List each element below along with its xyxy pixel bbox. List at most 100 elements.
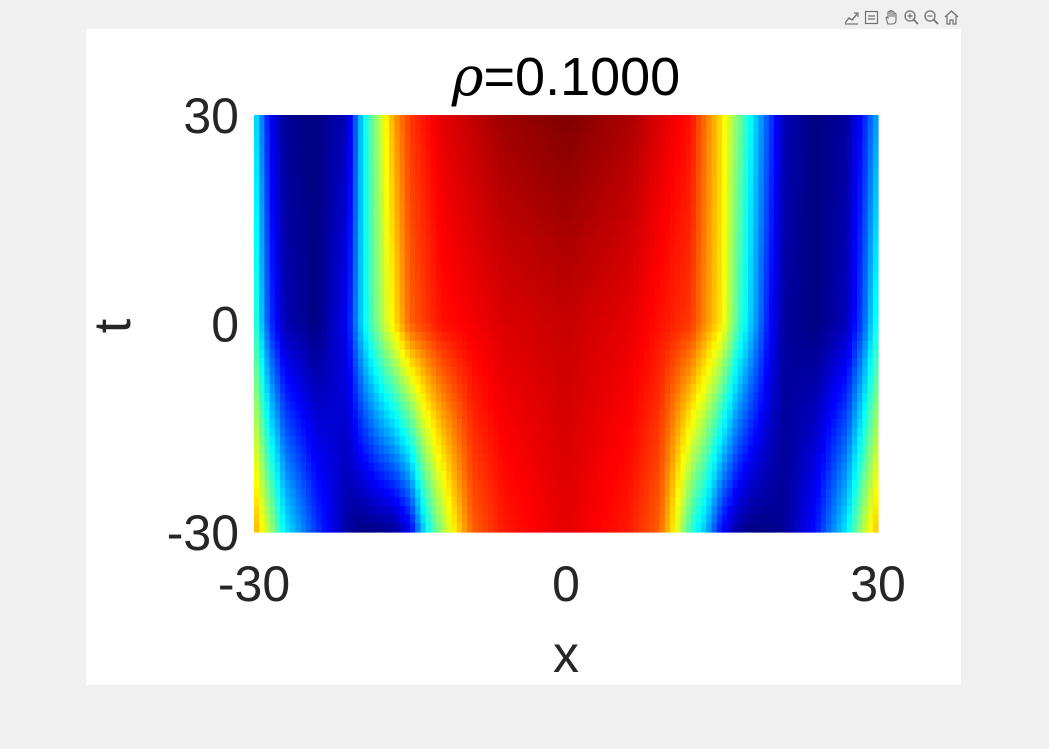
heatmap-cell (862, 306, 869, 316)
heatmap-cell (378, 393, 385, 403)
heatmap-cell (659, 262, 666, 272)
heatmap-cell (410, 366, 416, 377)
heatmap-cell (862, 210, 869, 220)
heatmap-cell (774, 236, 780, 246)
heatmap-cell (529, 271, 536, 281)
heatmap-cell (321, 115, 328, 125)
heatmap-cell (711, 132, 718, 142)
heatmap-cell (586, 453, 593, 464)
heatmap-cell (722, 453, 728, 464)
heatmap-cell (519, 236, 525, 246)
heatmap-cell (280, 271, 286, 281)
heatmap-cell (524, 375, 531, 385)
heatmap-cell (852, 436, 858, 446)
heatmap-cell (498, 184, 505, 194)
heatmap-cell (612, 462, 619, 472)
heatmap-cell (675, 436, 681, 446)
heatmap-cell (410, 193, 416, 203)
heatmap-cell (555, 167, 562, 177)
heatmap-cell (316, 193, 323, 203)
heatmap-cell (779, 280, 785, 290)
heatmap-cell (300, 132, 307, 142)
heatmap-cell (872, 141, 879, 151)
heatmap-cell (805, 358, 811, 368)
heatmap-cell (649, 227, 655, 238)
heatmap-cell (841, 375, 848, 385)
restore-view-button[interactable] (941, 7, 961, 27)
heatmap-cell (540, 340, 546, 351)
heatmap-cell (514, 245, 520, 255)
heatmap-cell (644, 366, 650, 377)
heatmap-cell (363, 123, 369, 133)
heatmap-cell (680, 306, 687, 316)
heatmap-cell (358, 471, 364, 481)
zoom-in-button[interactable] (901, 7, 921, 27)
heatmap-cell (555, 393, 562, 403)
heatmap-cell (488, 471, 494, 481)
heatmap-cell (628, 167, 635, 177)
heatmap-cell (670, 288, 676, 299)
heatmap-cell (342, 271, 349, 281)
heatmap-cell (321, 227, 328, 238)
heatmap-cell (732, 366, 739, 377)
heatmap-cell (618, 262, 624, 272)
heatmap-cell (644, 193, 650, 203)
heatmap-cell (259, 332, 265, 342)
heatmap-cell (633, 219, 640, 229)
heatmap-cell (358, 132, 364, 142)
heatmap-cell (701, 393, 707, 403)
heatmap-cell (352, 358, 359, 368)
heatmap-cell (659, 427, 666, 438)
heatmap-cell (618, 436, 624, 446)
heatmap-cell (404, 254, 411, 264)
heatmap-cell (794, 201, 801, 212)
heatmap-cell (805, 410, 811, 420)
heatmap-cell (644, 445, 650, 455)
export-button[interactable] (841, 7, 861, 27)
zoom-out-button[interactable] (921, 7, 941, 27)
heatmap-cell (274, 375, 281, 385)
heatmap-cell (508, 115, 515, 125)
heatmap-cell (555, 280, 562, 290)
heatmap-cell (597, 375, 603, 385)
heatmap-cell (545, 436, 551, 446)
heatmap-cell (784, 332, 791, 342)
heatmap-cell (612, 436, 619, 446)
heatmap-cell (389, 393, 395, 403)
heatmap-cell (758, 445, 765, 455)
heatmap-cell (363, 236, 369, 246)
heatmap-cell (748, 184, 754, 194)
heatmap-cell (680, 375, 687, 385)
heatmap-cell (373, 462, 380, 472)
heatmap-cell (763, 427, 770, 438)
heatmap-cell (592, 401, 598, 411)
heatmap-cell (784, 445, 791, 455)
heatmap-cell (540, 427, 546, 438)
heatmap-cell (358, 167, 364, 177)
heatmap-cell (566, 219, 572, 229)
heatmap-cell (430, 288, 437, 299)
heatmap-cell (862, 384, 869, 394)
heatmap-cell (524, 262, 531, 272)
heatmap-cell (378, 193, 385, 203)
heatmap-cell (394, 314, 401, 325)
heatmap-cell (685, 419, 692, 429)
heatmap-cell (337, 340, 343, 351)
heatmap-cell (493, 201, 499, 212)
heatmap-cell (477, 306, 484, 316)
heatmap-cell (846, 167, 853, 177)
heatmap-cell (363, 332, 369, 342)
heatmap-cell (857, 227, 863, 238)
heatmap-cell (685, 358, 692, 368)
heatmap-cell (540, 227, 546, 238)
heatmap-cell (441, 462, 447, 472)
pan-button[interactable] (881, 7, 901, 27)
data-tips-button[interactable] (861, 7, 881, 27)
heatmap-cell (425, 332, 432, 342)
heatmap-cell (446, 184, 453, 194)
heatmap-cell (306, 427, 312, 438)
heatmap-cell (410, 349, 416, 359)
heatmap-cell (706, 306, 713, 316)
heatmap-cell (410, 254, 416, 264)
heatmap-cell (352, 158, 359, 168)
